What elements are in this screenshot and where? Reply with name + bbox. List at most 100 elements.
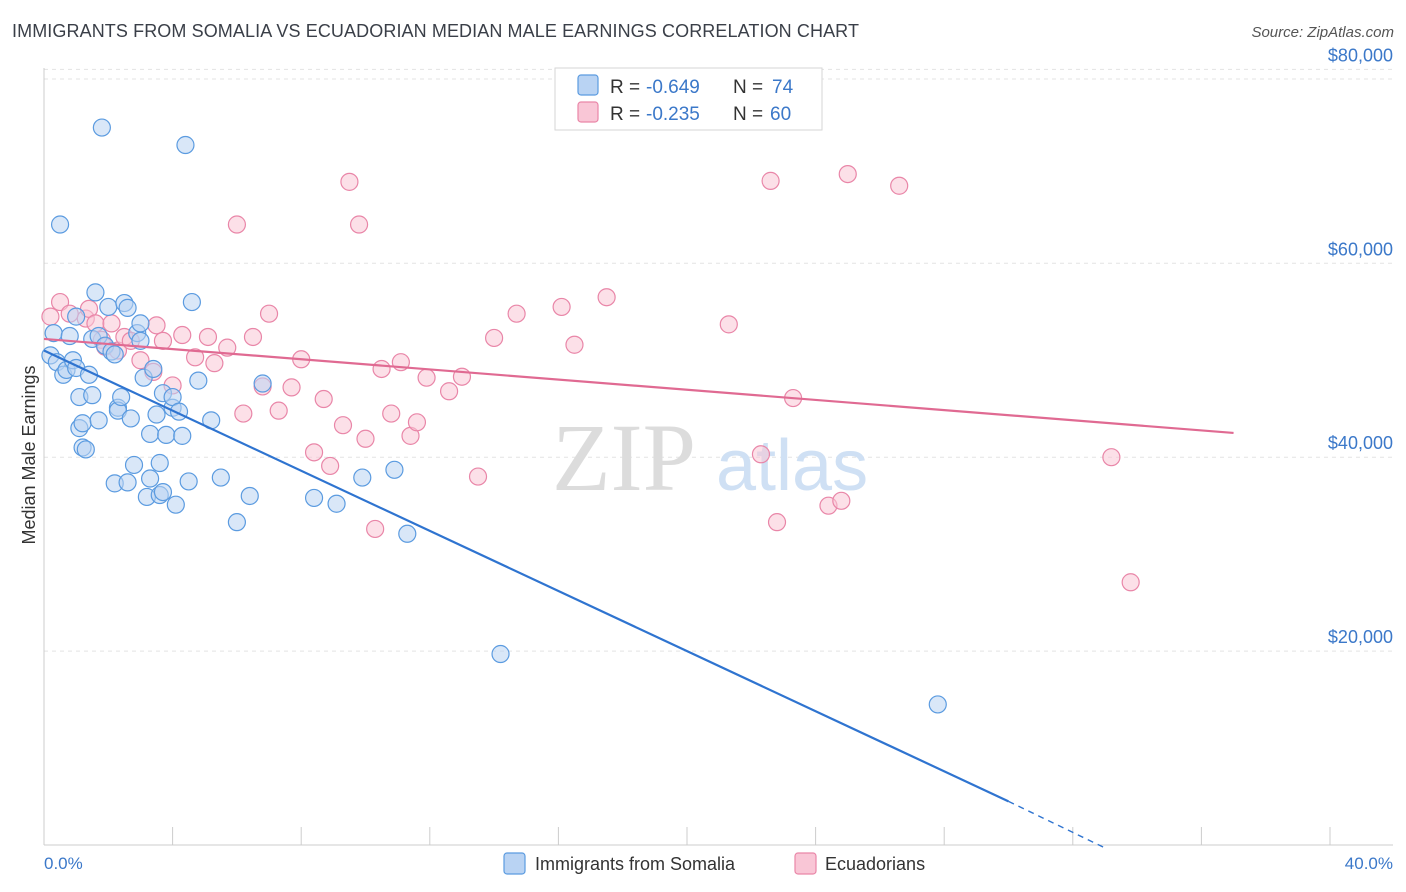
data-point-somalia bbox=[157, 425, 176, 444]
data-point-ecuadorians bbox=[597, 288, 616, 307]
data-point-ecuadorians bbox=[131, 351, 150, 370]
trend-line-extension-somalia bbox=[1008, 800, 1106, 849]
bottom-legend-swatch-somalia bbox=[503, 852, 526, 875]
data-point-somalia bbox=[105, 345, 124, 364]
data-point-somalia bbox=[153, 482, 173, 502]
stats-legend: R = -0.649 N = 74 R = -0.235 N = 60 bbox=[554, 67, 823, 131]
data-point-ecuadorians bbox=[751, 445, 771, 464]
data-point-somalia bbox=[76, 440, 95, 459]
legend-r-value-ecuadorians: -0.235 bbox=[646, 104, 700, 125]
data-point-ecuadorians bbox=[147, 316, 166, 335]
data-point-ecuadorians bbox=[719, 315, 738, 334]
data-point-ecuadorians bbox=[234, 404, 253, 423]
data-point-ecuadorians bbox=[314, 389, 333, 409]
y-tick-labels: $20,000 $40,000 $60,000 $80,000 bbox=[1328, 45, 1393, 647]
data-point-ecuadorians bbox=[407, 413, 427, 432]
data-point-somalia bbox=[99, 297, 118, 317]
data-point-ecuadorians bbox=[102, 314, 121, 333]
data-point-somalia bbox=[398, 524, 417, 543]
bottom-legend-label-ecuadorians: Ecuadorians bbox=[825, 854, 925, 874]
chart-title: IMMIGRANTS FROM SOMALIA VS ECUADORIAN ME… bbox=[12, 21, 860, 41]
legend-r-value-somalia: -0.649 bbox=[646, 77, 700, 98]
data-point-ecuadorians bbox=[349, 215, 369, 234]
data-point-ecuadorians bbox=[340, 172, 359, 191]
data-point-ecuadorians bbox=[50, 292, 70, 312]
data-point-ecuadorians bbox=[218, 338, 237, 357]
x-tick-label-max: 40.0% bbox=[1345, 854, 1393, 873]
data-point-somalia bbox=[86, 283, 105, 302]
series-layer bbox=[41, 118, 1234, 849]
data-point-somalia bbox=[73, 414, 92, 433]
data-point-ecuadorians bbox=[304, 443, 324, 462]
data-point-somalia bbox=[179, 472, 198, 491]
data-point-ecuadorians bbox=[417, 368, 436, 387]
data-point-ecuadorians bbox=[243, 327, 263, 347]
data-point-somalia bbox=[227, 513, 246, 532]
data-point-somalia bbox=[121, 409, 140, 428]
data-point-ecuadorians bbox=[269, 401, 288, 420]
trend-line-somalia bbox=[43, 349, 1009, 803]
data-point-ecuadorians bbox=[439, 382, 459, 401]
data-point-ecuadorians bbox=[205, 354, 224, 373]
data-point-ecuadorians bbox=[382, 404, 401, 423]
data-point-somalia bbox=[140, 469, 160, 488]
x-tick-label-min: 0.0% bbox=[44, 854, 83, 873]
bottom-legend-label-somalia: Immigrants from Somalia bbox=[535, 854, 736, 874]
data-point-ecuadorians bbox=[761, 171, 780, 190]
trend-line-ecuadorians bbox=[43, 337, 1234, 435]
chart-source: Source: ZipAtlas.com bbox=[1251, 24, 1394, 41]
data-point-ecuadorians bbox=[1121, 573, 1140, 592]
data-point-ecuadorians bbox=[767, 513, 787, 532]
data-point-somalia bbox=[353, 468, 372, 487]
data-point-somalia bbox=[173, 426, 192, 445]
data-point-ecuadorians bbox=[227, 215, 246, 234]
data-point-somalia bbox=[304, 488, 324, 508]
data-point-ecuadorians bbox=[1102, 448, 1121, 467]
data-point-ecuadorians bbox=[333, 416, 353, 435]
data-point-ecuadorians bbox=[832, 491, 851, 510]
legend-r-label-ecuadorians: R = bbox=[610, 104, 640, 125]
series-somalia-points bbox=[41, 118, 947, 714]
data-point-somalia bbox=[89, 411, 108, 430]
legend-n-value-somalia: 74 bbox=[772, 77, 794, 98]
data-point-somalia bbox=[253, 374, 272, 393]
y-tick-label: $60,000 bbox=[1328, 239, 1393, 259]
data-point-somalia bbox=[928, 695, 947, 714]
data-point-somalia bbox=[140, 424, 160, 444]
data-point-ecuadorians bbox=[507, 304, 526, 323]
y-tick-label: $40,000 bbox=[1328, 433, 1393, 453]
gridlines bbox=[44, 68, 1393, 652]
series-ecuadorians-points bbox=[41, 164, 1140, 592]
data-point-somalia bbox=[150, 453, 169, 473]
series-legend: Immigrants from Somalia Ecuadorians bbox=[503, 852, 925, 875]
data-point-somalia bbox=[147, 405, 166, 424]
data-point-somalia bbox=[385, 460, 404, 479]
bottom-legend-swatch-ecuadorians bbox=[794, 852, 817, 875]
data-point-ecuadorians bbox=[565, 335, 584, 354]
legend-n-value-ecuadorians: 60 bbox=[770, 104, 791, 125]
data-point-somalia bbox=[144, 359, 163, 379]
y-tick-label: $80,000 bbox=[1328, 45, 1393, 65]
stats-legend-box bbox=[554, 67, 823, 131]
data-point-somalia bbox=[118, 473, 137, 492]
data-point-ecuadorians bbox=[41, 307, 60, 326]
data-point-ecuadorians bbox=[838, 164, 857, 184]
data-point-somalia bbox=[327, 494, 346, 513]
data-point-somalia bbox=[124, 455, 144, 475]
data-point-ecuadorians bbox=[173, 325, 192, 345]
y-axis-title: Median Male Earnings bbox=[19, 365, 39, 544]
data-point-somalia bbox=[92, 118, 111, 137]
data-point-ecuadorians bbox=[372, 359, 391, 379]
data-point-ecuadorians bbox=[282, 378, 301, 397]
data-point-somalia bbox=[182, 292, 201, 312]
data-point-ecuadorians bbox=[468, 467, 488, 486]
data-point-ecuadorians bbox=[366, 519, 385, 539]
data-point-ecuadorians bbox=[356, 429, 375, 448]
data-point-somalia bbox=[166, 495, 185, 514]
data-point-somalia bbox=[211, 468, 230, 487]
legend-n-label-ecuadorians: N = bbox=[733, 104, 763, 125]
data-point-ecuadorians bbox=[186, 348, 205, 367]
data-point-ecuadorians bbox=[321, 456, 340, 476]
legend-r-label-somalia: R = bbox=[610, 77, 640, 98]
